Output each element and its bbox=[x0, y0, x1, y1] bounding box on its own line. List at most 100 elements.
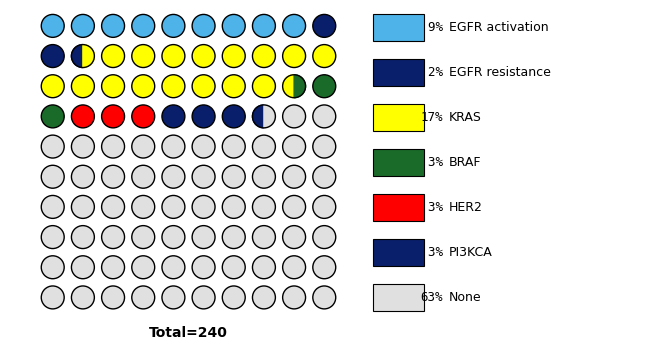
Circle shape bbox=[222, 75, 245, 98]
Circle shape bbox=[162, 135, 185, 158]
Circle shape bbox=[41, 75, 64, 98]
Bar bbox=[373, 104, 424, 131]
Circle shape bbox=[41, 195, 64, 219]
Text: 9%: 9% bbox=[413, 21, 443, 35]
Circle shape bbox=[313, 286, 336, 309]
Circle shape bbox=[132, 165, 155, 188]
Circle shape bbox=[192, 45, 215, 68]
Wedge shape bbox=[72, 45, 83, 68]
Circle shape bbox=[132, 135, 155, 158]
Text: Total=240: Total=240 bbox=[149, 326, 228, 340]
Circle shape bbox=[132, 14, 155, 37]
Circle shape bbox=[192, 256, 215, 279]
Wedge shape bbox=[83, 45, 94, 68]
Circle shape bbox=[313, 14, 336, 37]
Circle shape bbox=[101, 256, 125, 279]
Circle shape bbox=[101, 14, 125, 37]
Circle shape bbox=[192, 195, 215, 219]
Circle shape bbox=[222, 195, 245, 219]
Circle shape bbox=[252, 165, 276, 188]
Circle shape bbox=[313, 256, 336, 279]
Circle shape bbox=[41, 165, 64, 188]
Bar bbox=[373, 239, 424, 266]
Bar bbox=[373, 149, 424, 176]
Circle shape bbox=[222, 286, 245, 309]
Circle shape bbox=[41, 135, 64, 158]
Circle shape bbox=[313, 195, 336, 219]
Text: BRAF: BRAF bbox=[448, 156, 481, 170]
Circle shape bbox=[283, 195, 306, 219]
Circle shape bbox=[132, 226, 155, 248]
Circle shape bbox=[283, 14, 306, 37]
Circle shape bbox=[162, 195, 185, 219]
Circle shape bbox=[101, 165, 125, 188]
Text: 3%: 3% bbox=[413, 246, 443, 260]
Circle shape bbox=[283, 286, 306, 309]
Circle shape bbox=[72, 135, 94, 158]
Circle shape bbox=[313, 75, 336, 98]
Circle shape bbox=[222, 256, 245, 279]
Circle shape bbox=[101, 75, 125, 98]
Text: None: None bbox=[448, 291, 482, 305]
Circle shape bbox=[132, 195, 155, 219]
Circle shape bbox=[252, 14, 276, 37]
Circle shape bbox=[41, 286, 64, 309]
Text: 3%: 3% bbox=[413, 156, 443, 170]
Circle shape bbox=[252, 75, 276, 98]
Circle shape bbox=[132, 256, 155, 279]
Text: PI3KCA: PI3KCA bbox=[448, 246, 493, 260]
Circle shape bbox=[72, 256, 94, 279]
Bar bbox=[373, 194, 424, 221]
Circle shape bbox=[72, 105, 94, 128]
Circle shape bbox=[72, 286, 94, 309]
Circle shape bbox=[162, 286, 185, 309]
Wedge shape bbox=[283, 75, 294, 98]
Circle shape bbox=[192, 226, 215, 248]
Circle shape bbox=[222, 226, 245, 248]
Circle shape bbox=[162, 75, 185, 98]
Circle shape bbox=[222, 135, 245, 158]
Circle shape bbox=[41, 45, 64, 68]
Circle shape bbox=[72, 165, 94, 188]
Circle shape bbox=[72, 14, 94, 37]
Circle shape bbox=[41, 14, 64, 37]
Bar bbox=[373, 284, 424, 311]
Circle shape bbox=[162, 256, 185, 279]
Circle shape bbox=[192, 135, 215, 158]
Circle shape bbox=[283, 45, 306, 68]
Circle shape bbox=[252, 286, 276, 309]
Circle shape bbox=[72, 75, 94, 98]
Circle shape bbox=[313, 226, 336, 248]
Circle shape bbox=[252, 256, 276, 279]
Circle shape bbox=[252, 195, 276, 219]
Circle shape bbox=[222, 45, 245, 68]
Circle shape bbox=[132, 45, 155, 68]
Circle shape bbox=[283, 165, 306, 188]
Circle shape bbox=[283, 256, 306, 279]
Text: 3%: 3% bbox=[413, 201, 443, 215]
Circle shape bbox=[101, 105, 125, 128]
Circle shape bbox=[162, 105, 185, 128]
Circle shape bbox=[162, 226, 185, 248]
Circle shape bbox=[41, 226, 64, 248]
Circle shape bbox=[101, 195, 125, 219]
Circle shape bbox=[132, 286, 155, 309]
Circle shape bbox=[72, 226, 94, 248]
Circle shape bbox=[313, 135, 336, 158]
Wedge shape bbox=[264, 105, 276, 128]
Circle shape bbox=[192, 75, 215, 98]
Bar bbox=[373, 14, 424, 41]
Circle shape bbox=[101, 226, 125, 248]
Circle shape bbox=[132, 75, 155, 98]
Circle shape bbox=[101, 135, 125, 158]
Circle shape bbox=[222, 105, 245, 128]
Circle shape bbox=[72, 195, 94, 219]
Bar bbox=[373, 59, 424, 86]
Circle shape bbox=[252, 135, 276, 158]
Text: 63%: 63% bbox=[421, 291, 443, 305]
Circle shape bbox=[132, 105, 155, 128]
Text: EGFR resistance: EGFR resistance bbox=[448, 66, 551, 80]
Text: KRAS: KRAS bbox=[448, 111, 482, 125]
Circle shape bbox=[252, 45, 276, 68]
Circle shape bbox=[192, 14, 215, 37]
